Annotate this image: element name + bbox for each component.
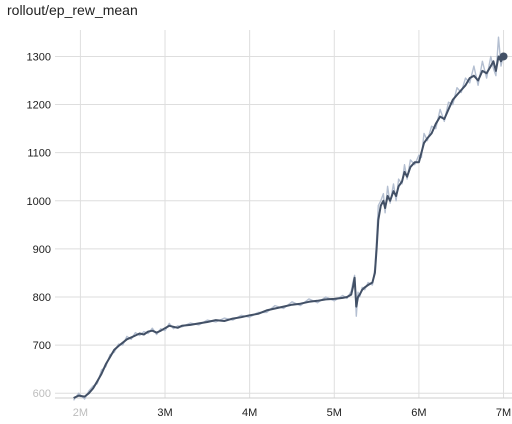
y-tick-label: 600 xyxy=(33,388,51,400)
smoothed-series-line xyxy=(73,55,505,399)
chart-title: rollout/ep_rew_mean xyxy=(7,2,138,18)
y-tick-label: 1300 xyxy=(27,51,51,63)
x-tick-label: 2M xyxy=(73,407,88,419)
y-tick-label: 700 xyxy=(33,340,51,352)
raw-series-line xyxy=(73,36,505,401)
y-tick-label: 1100 xyxy=(27,148,51,160)
smoothed-series xyxy=(73,52,508,399)
x-tick-label: 7M xyxy=(496,407,511,419)
x-tick-label: 6M xyxy=(411,407,426,419)
y-tick-label: 1200 xyxy=(27,100,51,112)
y-tick-label: 800 xyxy=(33,292,51,304)
x-tick-label: 5M xyxy=(327,407,342,419)
x-tick-label: 3M xyxy=(157,407,172,419)
tick-labels: 600 700 800 900 1000 1100 1200 1300 2M 3M 4M 5M 6M 7M xyxy=(27,51,512,419)
x-tick-label: 4M xyxy=(242,407,257,419)
grid-lines xyxy=(55,30,512,399)
y-tick-label: 1000 xyxy=(27,196,51,208)
raw-series xyxy=(73,36,505,401)
last-point-marker xyxy=(499,52,508,61)
y-tick-label: 900 xyxy=(33,244,51,256)
